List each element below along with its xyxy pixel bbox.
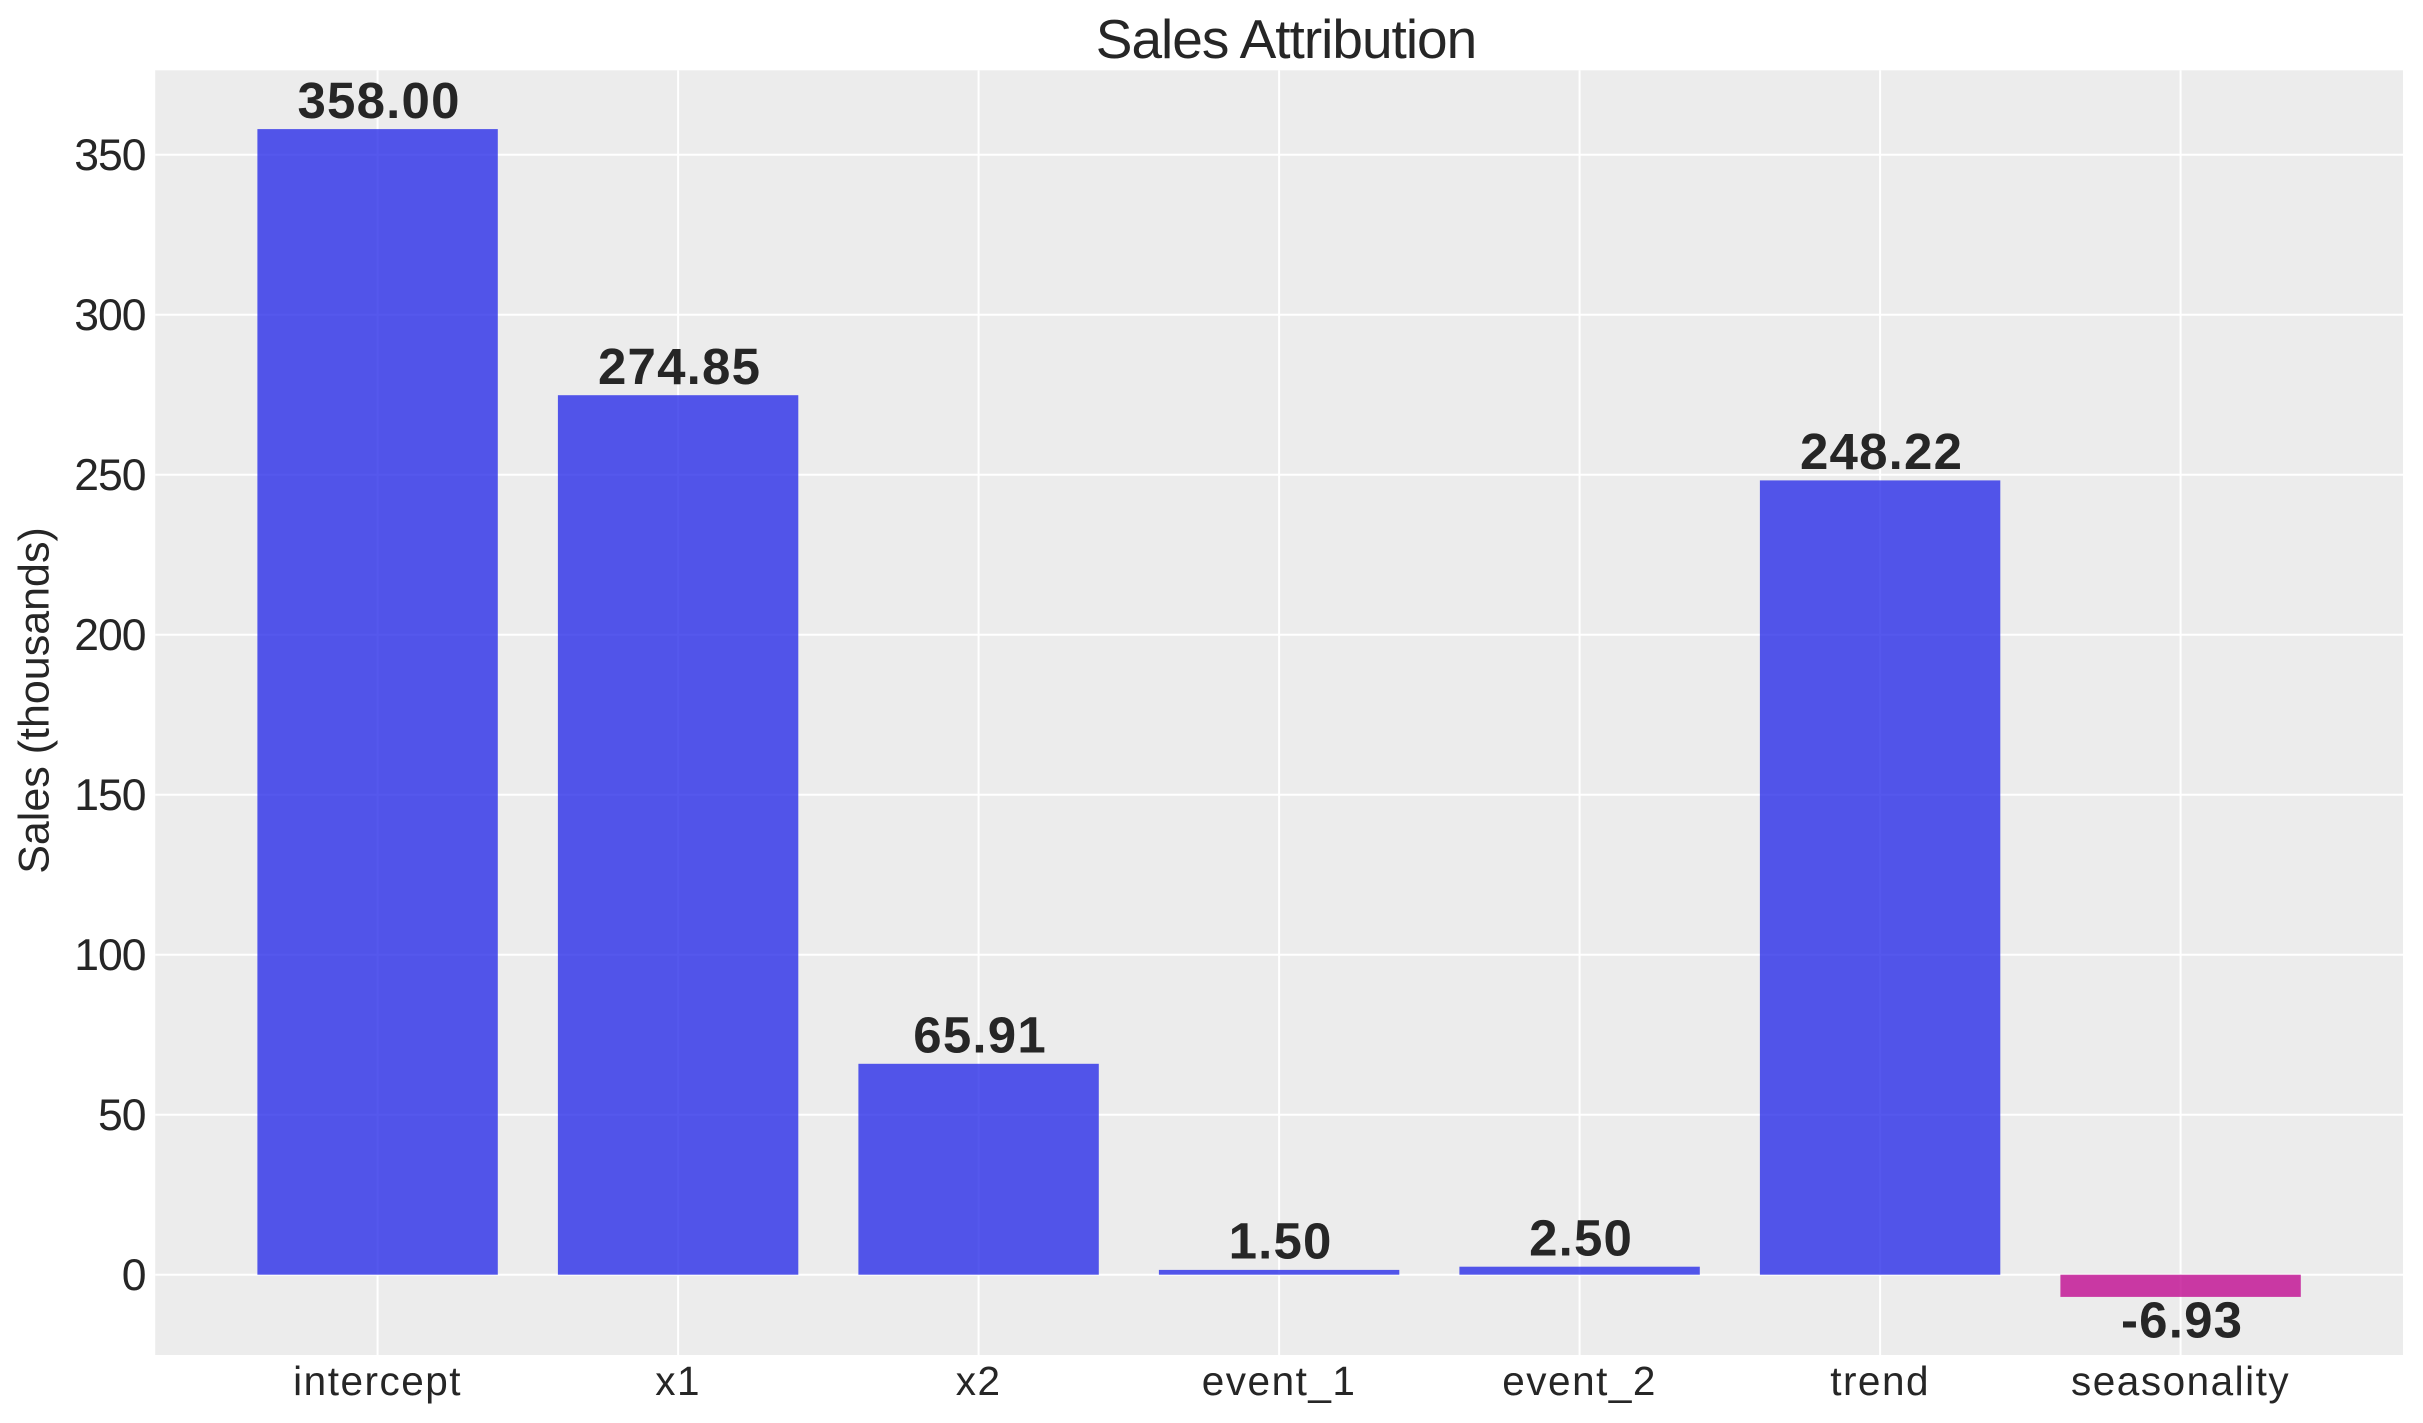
svg-text:Sales Attribution: Sales Attribution xyxy=(1096,8,1476,70)
svg-text:x2: x2 xyxy=(956,1358,1002,1404)
svg-text:350: 350 xyxy=(74,131,145,180)
svg-text:2.50: 2.50 xyxy=(1529,1209,1633,1266)
svg-text:200: 200 xyxy=(74,611,145,660)
svg-text:358.00: 358.00 xyxy=(297,72,460,129)
svg-text:150: 150 xyxy=(74,771,145,820)
svg-text:x1: x1 xyxy=(655,1358,701,1404)
svg-text:274.85: 274.85 xyxy=(598,338,761,395)
svg-text:65.91: 65.91 xyxy=(913,1007,1047,1064)
svg-text:50: 50 xyxy=(98,1091,146,1140)
svg-text:300: 300 xyxy=(74,291,145,340)
svg-text:250: 250 xyxy=(74,451,145,500)
svg-text:trend: trend xyxy=(1830,1358,1930,1404)
svg-text:248.22: 248.22 xyxy=(1800,423,1963,480)
svg-text:event_1: event_1 xyxy=(1202,1358,1357,1404)
svg-text:seasonality: seasonality xyxy=(2071,1358,2290,1404)
svg-text:100: 100 xyxy=(74,931,145,980)
svg-text:event_2: event_2 xyxy=(1502,1358,1657,1404)
svg-text:1.50: 1.50 xyxy=(1229,1213,1333,1270)
svg-text:-6.93: -6.93 xyxy=(2121,1291,2243,1348)
svg-text:0: 0 xyxy=(122,1251,146,1300)
svg-text:intercept: intercept xyxy=(293,1358,462,1404)
svg-text:Sales (thousands): Sales (thousands) xyxy=(11,527,59,874)
